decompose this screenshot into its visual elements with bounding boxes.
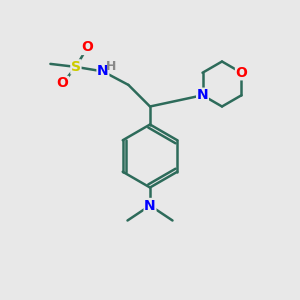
Text: N: N bbox=[197, 88, 208, 102]
Text: S: S bbox=[71, 60, 81, 74]
Text: N: N bbox=[97, 64, 109, 78]
Text: O: O bbox=[81, 40, 93, 54]
Text: N: N bbox=[144, 199, 156, 212]
Text: O: O bbox=[56, 76, 68, 90]
Text: H: H bbox=[106, 59, 116, 73]
Text: O: O bbox=[236, 66, 247, 80]
